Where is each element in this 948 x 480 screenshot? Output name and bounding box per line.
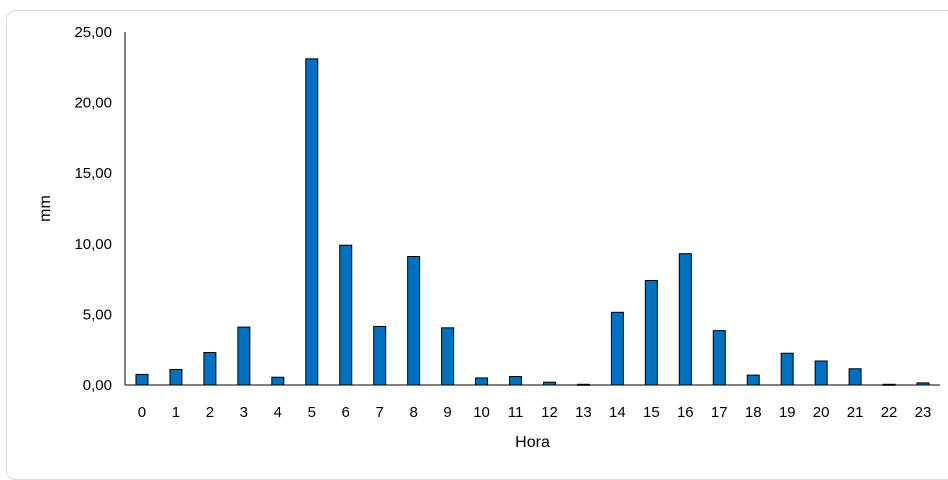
x-tick-label: 7: [376, 404, 384, 421]
x-tick-label: 16: [677, 404, 694, 421]
bar: [237, 326, 251, 386]
bar: [339, 244, 353, 386]
x-tick-label: 21: [847, 404, 864, 421]
x-tick-label: 13: [575, 404, 592, 421]
x-tick-label: 0: [138, 404, 146, 421]
x-tick-label: 3: [240, 404, 248, 421]
x-tick-label: 12: [541, 404, 558, 421]
bar: [746, 374, 760, 386]
x-tick-label: 22: [881, 404, 898, 421]
bar: [305, 58, 319, 386]
x-tick-label: 18: [745, 404, 762, 421]
y-tick-label: 5,00: [83, 306, 112, 323]
bar: [441, 327, 455, 386]
x-tick-label: 1: [172, 404, 180, 421]
x-tick-label: 8: [409, 404, 417, 421]
bar: [814, 360, 828, 386]
x-tick-label: 17: [711, 404, 728, 421]
bar: [610, 311, 624, 386]
x-tick-label: 5: [308, 404, 316, 421]
bar: [780, 352, 794, 386]
bar: [509, 376, 523, 386]
y-tick-label: 10,00: [74, 236, 112, 253]
bar: [475, 377, 489, 386]
chart-frame: [6, 10, 948, 480]
x-tick-label: 15: [643, 404, 660, 421]
bar: [373, 325, 387, 386]
y-tick-label: 15,00: [74, 165, 112, 182]
y-tick-label: 0,00: [83, 377, 112, 394]
bar: [678, 253, 692, 386]
x-tick-label: 20: [813, 404, 830, 421]
bar: [848, 368, 862, 386]
x-tick-label: 11: [508, 404, 524, 421]
x-tick-label: 2: [206, 404, 214, 421]
x-tick-label: 19: [779, 404, 796, 421]
bar: [271, 376, 285, 386]
bar: [169, 368, 183, 386]
x-tick-label: 6: [342, 404, 350, 421]
bar: [135, 373, 149, 386]
bar: [712, 330, 726, 386]
bar-series: [135, 58, 930, 386]
x-tick-label: 23: [915, 404, 932, 421]
x-axis-ticks: 0 1 2 3 4 5 6 7 8 9 10 11 12 13 14 15 16 17 18 19 20 21 22 23: [138, 404, 932, 421]
x-axis-title: Hora: [515, 434, 550, 451]
bar: [407, 256, 421, 386]
bar: [203, 352, 217, 386]
x-tick-label: 4: [274, 404, 282, 421]
x-tick-label: 9: [443, 404, 451, 421]
bar: [644, 280, 658, 386]
y-tick-label: 25,00: [74, 24, 112, 41]
x-tick-label: 10: [473, 404, 490, 421]
x-tick-label: 14: [609, 404, 626, 421]
y-axis-ticks: 0,00 5,00 10,00 15,00 20,00 25,00: [74, 24, 112, 394]
y-tick-label: 20,00: [74, 95, 112, 112]
y-axis-title: mm: [37, 195, 54, 222]
